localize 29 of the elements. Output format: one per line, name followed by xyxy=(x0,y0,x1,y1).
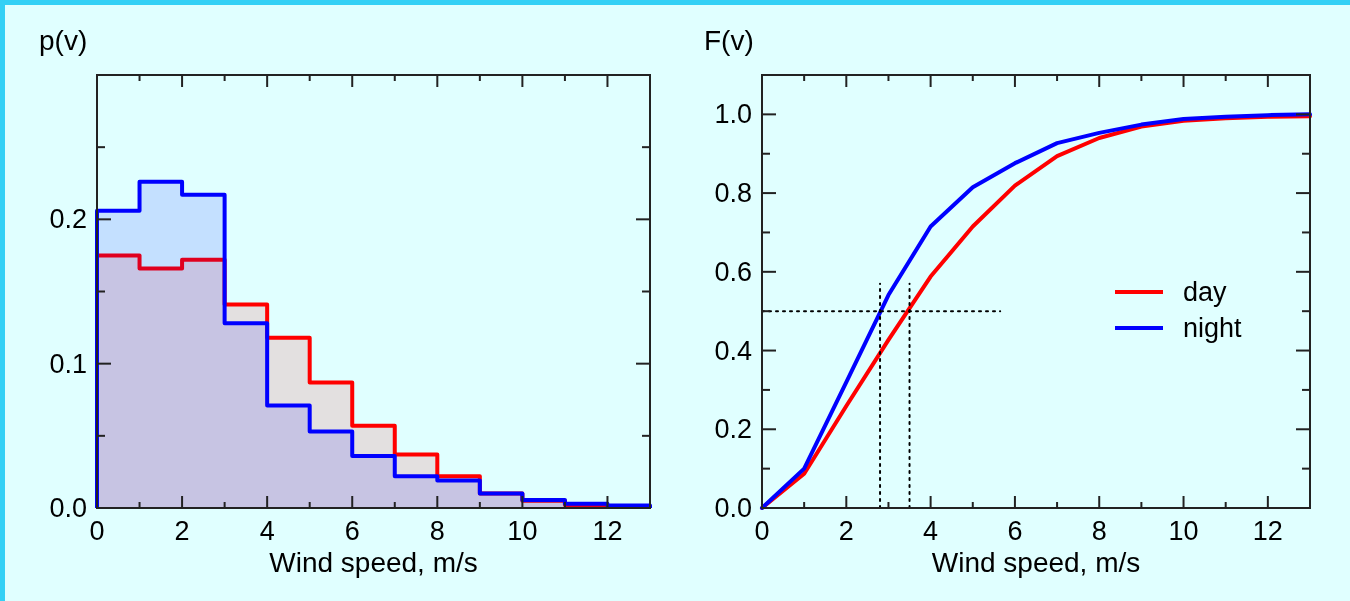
x-tick-label: 4 xyxy=(259,516,275,546)
x-tick-label: 10 xyxy=(507,516,538,546)
y-tick-label: 0.0 xyxy=(49,493,87,523)
x-tick-label: 12 xyxy=(592,516,623,546)
y-tick-label: 0.0 xyxy=(714,493,752,523)
x-tick-label: 2 xyxy=(174,516,190,546)
y-tick-label: 0.2 xyxy=(49,204,87,235)
y-tick-label: 0.1 xyxy=(49,348,87,379)
x-tick-label: 6 xyxy=(1007,516,1023,546)
x-axis-title: Wind speed, m/s xyxy=(269,547,478,578)
x-tick-label: 6 xyxy=(344,516,360,546)
y-tick-label: 0.8 xyxy=(714,178,752,209)
y-tick-label: 0.2 xyxy=(714,414,752,445)
legend-label: night xyxy=(1183,313,1243,343)
x-tick-label: 8 xyxy=(1091,516,1107,546)
x-tick-label: 8 xyxy=(429,516,445,546)
y-axis-title: F(v) xyxy=(704,25,754,56)
x-tick-label: 0 xyxy=(754,516,770,546)
x-tick-label: 12 xyxy=(1252,516,1283,546)
x-axis-title: Wind speed, m/s xyxy=(931,547,1141,578)
y-axis-title: p(v) xyxy=(39,25,88,56)
x-tick-label: 0 xyxy=(89,516,105,546)
legend-label: day xyxy=(1183,277,1228,307)
y-tick-label: 1.0 xyxy=(714,99,752,130)
y-tick-label: 0.6 xyxy=(714,256,752,287)
x-tick-label: 10 xyxy=(1168,516,1199,546)
x-tick-label: 4 xyxy=(923,516,939,546)
y-tick-label: 0.4 xyxy=(714,335,752,366)
x-tick-label: 2 xyxy=(838,516,854,546)
